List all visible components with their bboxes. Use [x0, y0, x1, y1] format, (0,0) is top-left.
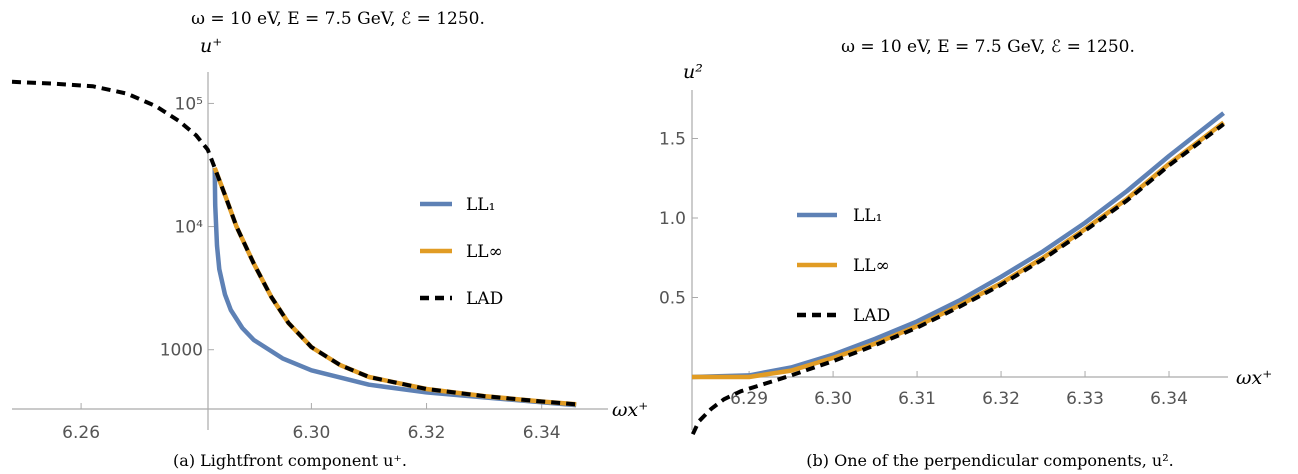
chart-a: ω = 10 eV, E = 7.5 GeV, ℰ = 1250. u⁺ ωx⁺… [11, 9, 648, 470]
chart-b-caption: (b) One of the perpendicular components,… [806, 451, 1173, 470]
chart-b-y-tick-label: 0.5 [659, 289, 686, 309]
chart-a-series-line [212, 167, 577, 408]
chart-b-y-tick-label: 1.0 [659, 209, 686, 229]
chart-b-x-tick-label: 6.33 [1066, 389, 1104, 409]
chart-b-x-tick-label: 6.34 [1150, 389, 1188, 409]
chart-a-y-tick-label: 1000 [160, 341, 203, 361]
chart-a-legend-label: LL∞ [466, 242, 503, 262]
chart-b-legend-label: LL∞ [853, 256, 890, 276]
chart-b-x-tick-label: 6.31 [898, 389, 936, 409]
chart-a-x-tick-label: 6.26 [62, 423, 100, 443]
chart-b-x-tick-label: 6.32 [982, 389, 1020, 409]
chart-b-x-label: ωx⁺ [1236, 367, 1272, 389]
chart-b-legend: LL₁ LL∞ LAD [797, 206, 890, 326]
chart-b-series-line [692, 120, 1225, 380]
chart-a-y-tick-label: 10⁵ [175, 94, 203, 114]
chart-a-x-tick-label: 6.34 [523, 423, 561, 443]
chart-a-y-tick-label: 10⁴ [175, 218, 204, 238]
chart-b-y-label: u² [683, 61, 703, 83]
chart-a-legend: LL₁ LL∞ LAD [420, 195, 503, 309]
chart-a-legend-label: LL₁ [466, 195, 495, 215]
chart-a-series [11, 79, 577, 408]
chart-a-x-ticks: 6.26 6.30 6.32 6.34 [62, 403, 561, 443]
chart-a-caption: (a) Lightfront component u⁺. [173, 451, 407, 470]
chart-b-y-ticks: 0.5 1.0 1.5 [659, 130, 698, 309]
chart-b-series-line [690, 122, 1225, 436]
chart-a-x-label: ωx⁺ [612, 399, 648, 421]
chart-a-y-ticks: 1000 10⁴ 10⁵ [160, 94, 214, 361]
chart-b-series [690, 111, 1225, 436]
chart-a-x-tick-label: 6.30 [292, 423, 330, 443]
chart-a-legend-label: LAD [466, 289, 503, 309]
chart-a-title: ω = 10 eV, E = 7.5 GeV, ℰ = 1250. [191, 9, 485, 29]
chart-a-x-tick-label: 6.32 [408, 423, 446, 443]
chart-b: ω = 10 eV, E = 7.5 GeV, ℰ = 1250. u² ωx⁺… [659, 37, 1272, 470]
chart-b-y-tick-label: 1.5 [659, 130, 686, 150]
chart-a-series-line [212, 167, 577, 407]
chart-b-series-line [691, 111, 1225, 380]
chart-b-legend-label: LAD [853, 306, 890, 326]
chart-b-legend-label: LL₁ [853, 206, 882, 226]
chart-a-y-label: u⁺ [200, 35, 222, 57]
chart-a-series-line [11, 79, 577, 407]
chart-b-title: ω = 10 eV, E = 7.5 GeV, ℰ = 1250. [841, 37, 1135, 57]
chart-b-x-tick-label: 6.30 [814, 389, 852, 409]
